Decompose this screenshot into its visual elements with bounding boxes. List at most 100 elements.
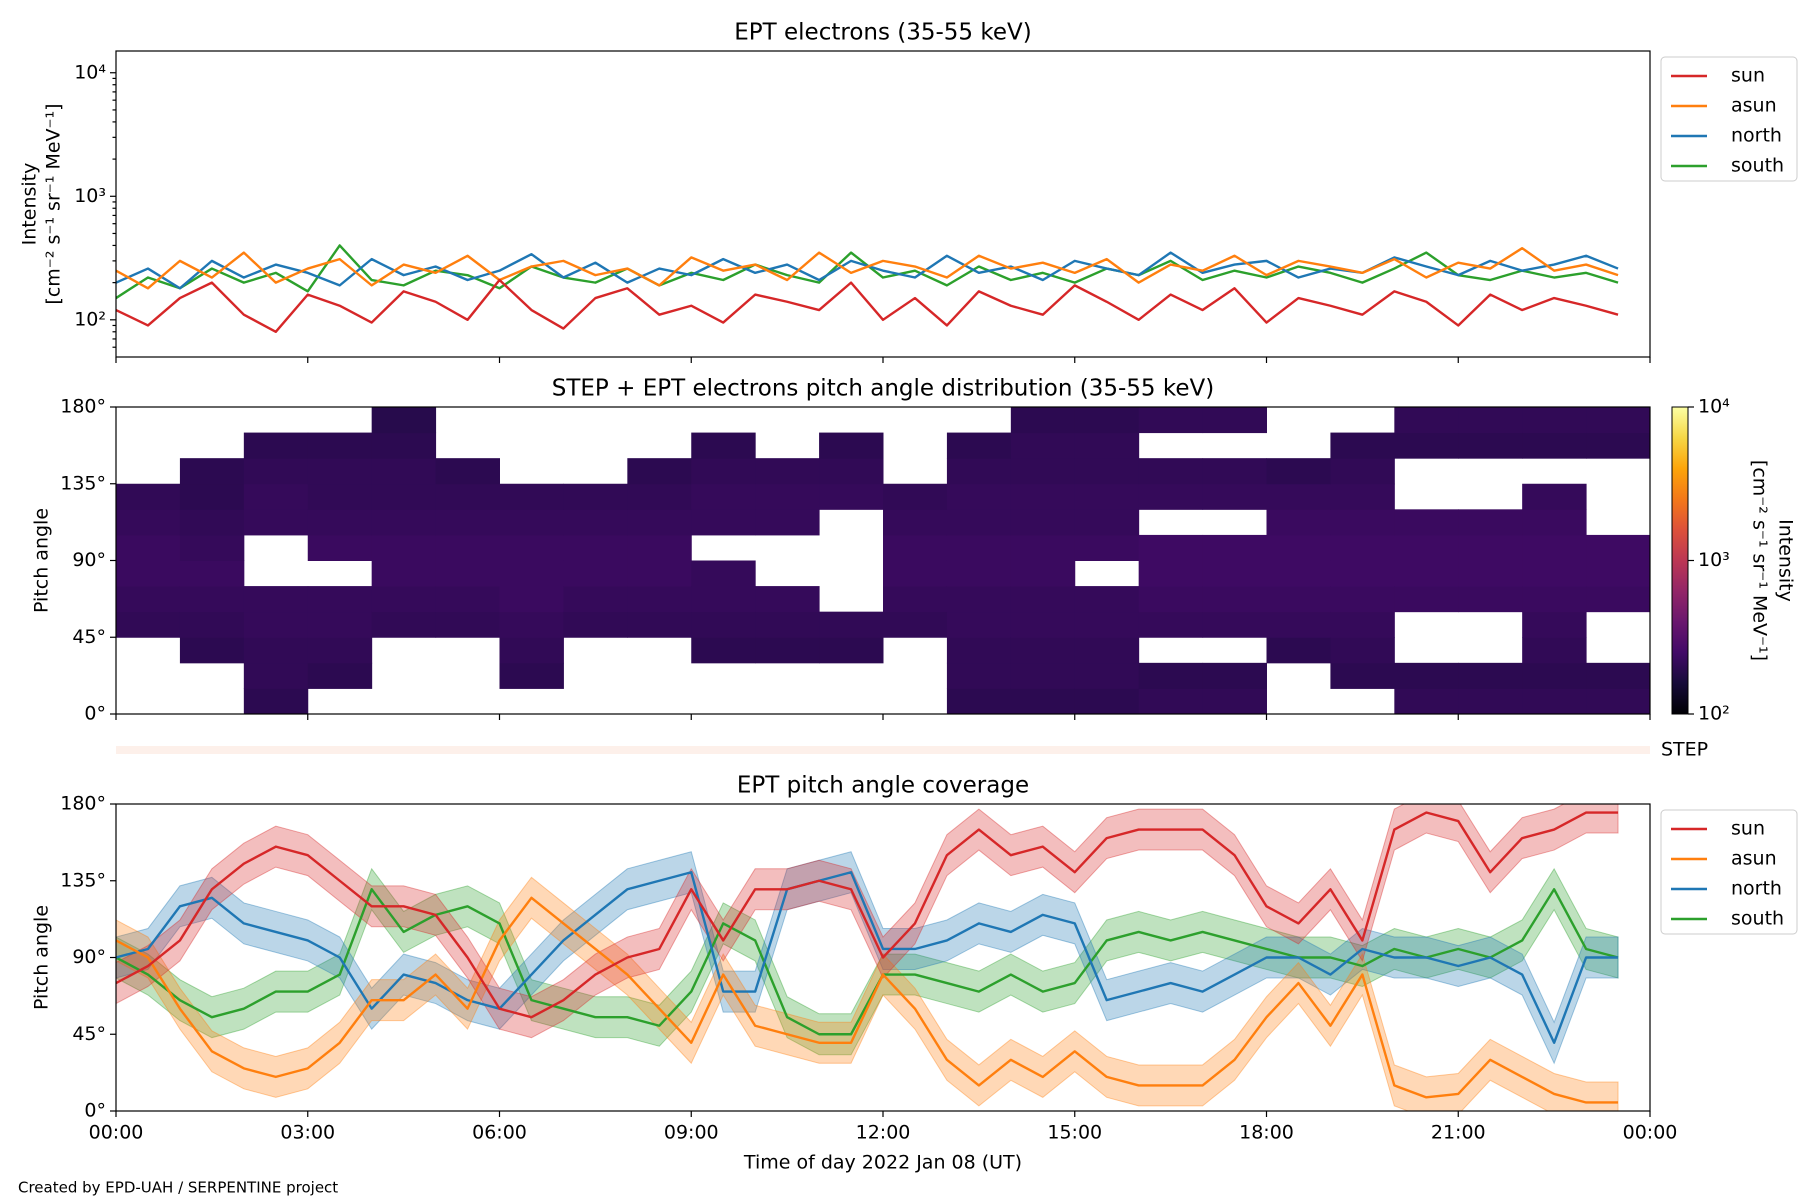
heatmap-cell	[1522, 560, 1587, 587]
heatmap-cell	[946, 688, 1012, 714]
heatmap-cell	[1522, 432, 1587, 459]
plot-frame	[115, 50, 1651, 358]
panel	[116, 407, 1650, 714]
heatmap-cell	[946, 662, 1012, 689]
heatmap-cell	[1586, 407, 1650, 434]
heatmap-cell	[1202, 458, 1267, 485]
heatmap-cell	[243, 637, 309, 664]
legend-label: asun	[1731, 95, 1777, 117]
x-axis-label: Time of day 2022 Jan 08 (UT)	[743, 1152, 1022, 1174]
heatmap-cell	[1458, 432, 1523, 459]
heatmap-cell	[1330, 611, 1395, 638]
heatmap-cell	[179, 458, 245, 485]
heatmap-cell	[243, 688, 309, 714]
heatmap-cell	[946, 483, 1012, 510]
heatmap-cell	[1074, 534, 1140, 561]
heatmap-cell	[1010, 688, 1076, 714]
heatmap-cell	[1202, 586, 1267, 613]
heatmap-cell	[691, 560, 756, 587]
y-axis-label: Intensity	[19, 163, 41, 246]
heatmap-cell	[116, 560, 181, 587]
heatmap-cell	[691, 458, 756, 485]
heatmap-cell	[1266, 560, 1331, 587]
x-tick-label: 06:00	[472, 1122, 527, 1144]
heatmap-cell	[1394, 586, 1459, 613]
heatmap-cell	[1394, 509, 1459, 536]
heatmap-cell	[883, 611, 948, 638]
legend-label: sun	[1731, 65, 1765, 87]
heatmap-cell	[179, 509, 245, 536]
heatmap-cell	[1202, 560, 1267, 587]
heatmap-cell	[627, 560, 692, 587]
heatmap-cell	[1266, 637, 1331, 664]
heatmap-cell	[1010, 483, 1076, 510]
y-tick-label: 180°	[60, 793, 106, 815]
heatmap-cell	[1266, 611, 1331, 638]
heatmap-cell	[1586, 560, 1650, 587]
heatmap-cell	[1458, 688, 1523, 714]
heatmap-cell	[1330, 483, 1395, 510]
heatmap-cell	[1010, 637, 1076, 664]
heatmap-cell	[1458, 407, 1523, 434]
x-tick-label: 00:00	[89, 1122, 144, 1144]
heatmap-cell	[243, 611, 309, 638]
y-tick-label: 10³	[74, 185, 106, 207]
heatmap-cell	[563, 509, 628, 536]
heatmap-cell	[371, 407, 437, 434]
heatmap-cell	[435, 483, 500, 510]
panel-title: EPT pitch angle coverage	[737, 773, 1029, 799]
heatmap-cell	[1330, 586, 1395, 613]
heatmap-cell	[883, 509, 948, 536]
heatmap-cell	[1266, 458, 1331, 485]
heatmap-cell	[371, 611, 437, 638]
heatmap-cell	[691, 611, 756, 638]
series-line	[116, 246, 1619, 290]
heatmap-cell	[435, 534, 500, 561]
uncertainty-band	[116, 851, 1619, 1065]
heatmap-cell	[243, 509, 309, 536]
heatmap-cell	[243, 483, 309, 510]
heatmap-cell	[946, 586, 1012, 613]
heatmap-cell	[946, 458, 1012, 485]
x-tick-label: 15:00	[1047, 1122, 1102, 1144]
heatmap-cell	[1330, 509, 1395, 536]
y-tick-label: 90°	[72, 549, 106, 571]
heatmap-cell	[1074, 407, 1140, 434]
heatmap-cell	[627, 586, 692, 613]
heatmap-cell	[1458, 586, 1523, 613]
heatmap-cell	[755, 509, 820, 536]
heatmap-cell	[563, 483, 628, 510]
heatmap-cell	[179, 483, 245, 510]
heatmap-cell	[1330, 458, 1395, 485]
heatmap-cell	[1330, 534, 1395, 561]
series-line	[116, 278, 1619, 333]
heatmap-cell	[499, 560, 564, 587]
heatmap-cell	[755, 611, 820, 638]
heatmap-cell	[1010, 560, 1076, 587]
heatmap-cell	[819, 458, 884, 485]
heatmap-cell	[819, 432, 884, 459]
y-tick-label: 135°	[60, 472, 106, 494]
heatmap-cell	[627, 534, 692, 561]
heatmap-cell	[371, 483, 437, 510]
heatmap-cell	[1394, 534, 1459, 561]
heatmap-cell	[1394, 688, 1459, 714]
heatmap-cell	[1586, 688, 1650, 714]
heatmap-cell	[563, 586, 628, 613]
legend-label: south	[1731, 155, 1784, 177]
step-label: STEP	[1661, 739, 1708, 761]
heatmap-cell	[755, 483, 820, 510]
heatmap-cell	[371, 458, 437, 485]
footer: Created by EPD-UAH / SERPENTINE project	[18, 1179, 338, 1197]
heatmap-cell	[499, 611, 564, 638]
heatmap-cell	[371, 432, 437, 459]
heatmap-cell	[307, 637, 373, 664]
heatmap-cell	[1266, 534, 1331, 561]
heatmap-cell	[1202, 534, 1267, 561]
heatmap-cell	[435, 586, 500, 613]
heatmap-cell	[883, 586, 948, 613]
y-axis-label: [cm⁻² s⁻¹ sr⁻¹ MeV⁻¹]	[43, 103, 65, 304]
heatmap-cell	[307, 483, 373, 510]
heatmap-cell	[1202, 662, 1267, 689]
heatmap-cell	[499, 509, 564, 536]
